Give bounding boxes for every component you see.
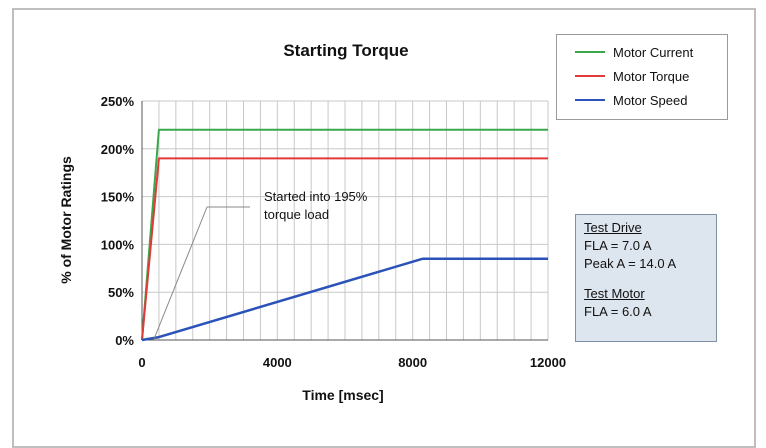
annotation-leader-diagonal	[153, 206, 208, 340]
chart-title: Starting Torque	[283, 41, 408, 60]
legend-swatch-motor-current	[575, 51, 605, 53]
y-axis-label: % of Motor Ratings	[58, 156, 74, 284]
legend-swatch-motor-speed	[575, 99, 605, 101]
legend-label-motor-torque: Motor Torque	[613, 68, 690, 84]
legend-item-motor-speed: Motor Speed	[575, 91, 687, 109]
test-drive-peak: Peak A = 14.0 A	[584, 256, 677, 271]
x-tick-label: 4000	[263, 355, 292, 370]
x-tick-label: 8000	[398, 355, 427, 370]
series-line-motor-speed	[141, 257, 548, 342]
annotation-line-1: Started into 195%	[264, 189, 368, 204]
series-layer	[141, 128, 548, 342]
chart-svg: 0% 50% 100% 150% 200% 250% 0 4000 8000 12000 Star…	[58, 41, 566, 403]
test-info-box: Test Drive FLA = 7.0 A Peak A = 14.0 A T…	[575, 214, 717, 342]
test-drive-fla: FLA = 7.0 A	[584, 238, 652, 253]
x-tick-label: 0	[138, 355, 145, 370]
series-line-motor-torque	[141, 157, 548, 341]
y-tick-label: 250%	[101, 94, 135, 109]
legend-label-motor-current: Motor Current	[613, 44, 694, 60]
y-tick-label: 50%	[108, 285, 134, 300]
y-tick-label: 0%	[115, 333, 134, 348]
x-tick-label: 12000	[530, 355, 566, 370]
legend-swatch-motor-torque	[575, 75, 605, 77]
chart-legend: Motor Current Motor Torque Motor Speed	[556, 34, 728, 120]
y-tick-label: 150%	[101, 190, 135, 205]
grid-layer	[141, 100, 549, 341]
legend-item-motor-current: Motor Current	[575, 43, 693, 61]
test-motor-fla: FLA = 6.0 A	[584, 304, 652, 319]
test-motor-header: Test Motor	[584, 286, 645, 301]
x-axis-label: Time [msec]	[302, 387, 383, 403]
legend-item-motor-torque: Motor Torque	[575, 67, 689, 85]
test-drive-header: Test Drive	[584, 220, 642, 235]
annotation-line-2: torque load	[264, 207, 329, 222]
legend-label-motor-speed: Motor Speed	[613, 92, 688, 108]
ticks-layer: 0% 50% 100% 150% 200% 250% 0 4000 8000 12000	[101, 94, 566, 370]
y-tick-label: 100%	[101, 237, 135, 252]
y-tick-label: 200%	[101, 142, 135, 157]
